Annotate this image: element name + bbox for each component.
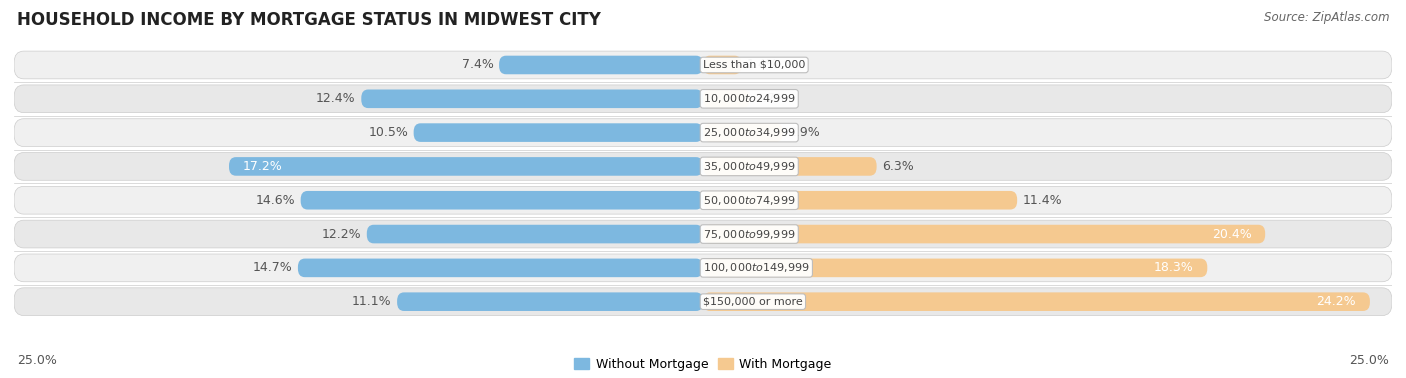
FancyBboxPatch shape xyxy=(703,191,1017,209)
FancyBboxPatch shape xyxy=(14,254,1392,282)
Text: 2.9%: 2.9% xyxy=(789,126,820,139)
Text: HOUSEHOLD INCOME BY MORTGAGE STATUS IN MIDWEST CITY: HOUSEHOLD INCOME BY MORTGAGE STATUS IN M… xyxy=(17,11,600,29)
Text: 1.7%: 1.7% xyxy=(755,92,787,105)
FancyBboxPatch shape xyxy=(703,90,749,108)
FancyBboxPatch shape xyxy=(703,293,1369,311)
FancyBboxPatch shape xyxy=(703,123,783,142)
Text: 11.1%: 11.1% xyxy=(352,295,392,308)
FancyBboxPatch shape xyxy=(703,225,1265,243)
Text: 25.0%: 25.0% xyxy=(1350,354,1389,367)
Text: 10.5%: 10.5% xyxy=(368,126,408,139)
FancyBboxPatch shape xyxy=(703,157,876,176)
Text: Source: ZipAtlas.com: Source: ZipAtlas.com xyxy=(1264,11,1389,24)
Text: $10,000 to $24,999: $10,000 to $24,999 xyxy=(703,92,796,105)
Text: $50,000 to $74,999: $50,000 to $74,999 xyxy=(703,194,796,207)
FancyBboxPatch shape xyxy=(14,85,1392,113)
Text: 14.7%: 14.7% xyxy=(253,261,292,274)
FancyBboxPatch shape xyxy=(396,293,703,311)
Text: 25.0%: 25.0% xyxy=(17,354,56,367)
FancyBboxPatch shape xyxy=(499,56,703,74)
FancyBboxPatch shape xyxy=(14,51,1392,79)
Legend: Without Mortgage, With Mortgage: Without Mortgage, With Mortgage xyxy=(569,353,837,376)
Text: 17.2%: 17.2% xyxy=(243,160,283,173)
FancyBboxPatch shape xyxy=(367,225,703,243)
Text: $100,000 to $149,999: $100,000 to $149,999 xyxy=(703,261,810,274)
Text: 7.4%: 7.4% xyxy=(461,59,494,71)
Text: 20.4%: 20.4% xyxy=(1212,228,1251,240)
Text: $150,000 or more: $150,000 or more xyxy=(703,297,803,307)
FancyBboxPatch shape xyxy=(229,157,703,176)
FancyBboxPatch shape xyxy=(14,119,1392,146)
Text: $35,000 to $49,999: $35,000 to $49,999 xyxy=(703,160,796,173)
FancyBboxPatch shape xyxy=(14,186,1392,214)
Text: 11.4%: 11.4% xyxy=(1022,194,1063,207)
Text: Less than $10,000: Less than $10,000 xyxy=(703,60,806,70)
FancyBboxPatch shape xyxy=(298,259,703,277)
Text: 18.3%: 18.3% xyxy=(1154,261,1194,274)
Text: 12.4%: 12.4% xyxy=(316,92,356,105)
FancyBboxPatch shape xyxy=(14,288,1392,316)
FancyBboxPatch shape xyxy=(413,123,703,142)
Text: $75,000 to $99,999: $75,000 to $99,999 xyxy=(703,228,796,240)
FancyBboxPatch shape xyxy=(14,220,1392,248)
FancyBboxPatch shape xyxy=(703,56,741,74)
Text: 12.2%: 12.2% xyxy=(322,228,361,240)
FancyBboxPatch shape xyxy=(14,153,1392,180)
Text: 14.6%: 14.6% xyxy=(256,194,295,207)
FancyBboxPatch shape xyxy=(361,90,703,108)
Text: 6.3%: 6.3% xyxy=(882,160,914,173)
Text: 24.2%: 24.2% xyxy=(1316,295,1357,308)
Text: $25,000 to $34,999: $25,000 to $34,999 xyxy=(703,126,796,139)
FancyBboxPatch shape xyxy=(703,259,1208,277)
FancyBboxPatch shape xyxy=(301,191,703,209)
Text: 1.4%: 1.4% xyxy=(747,59,779,71)
